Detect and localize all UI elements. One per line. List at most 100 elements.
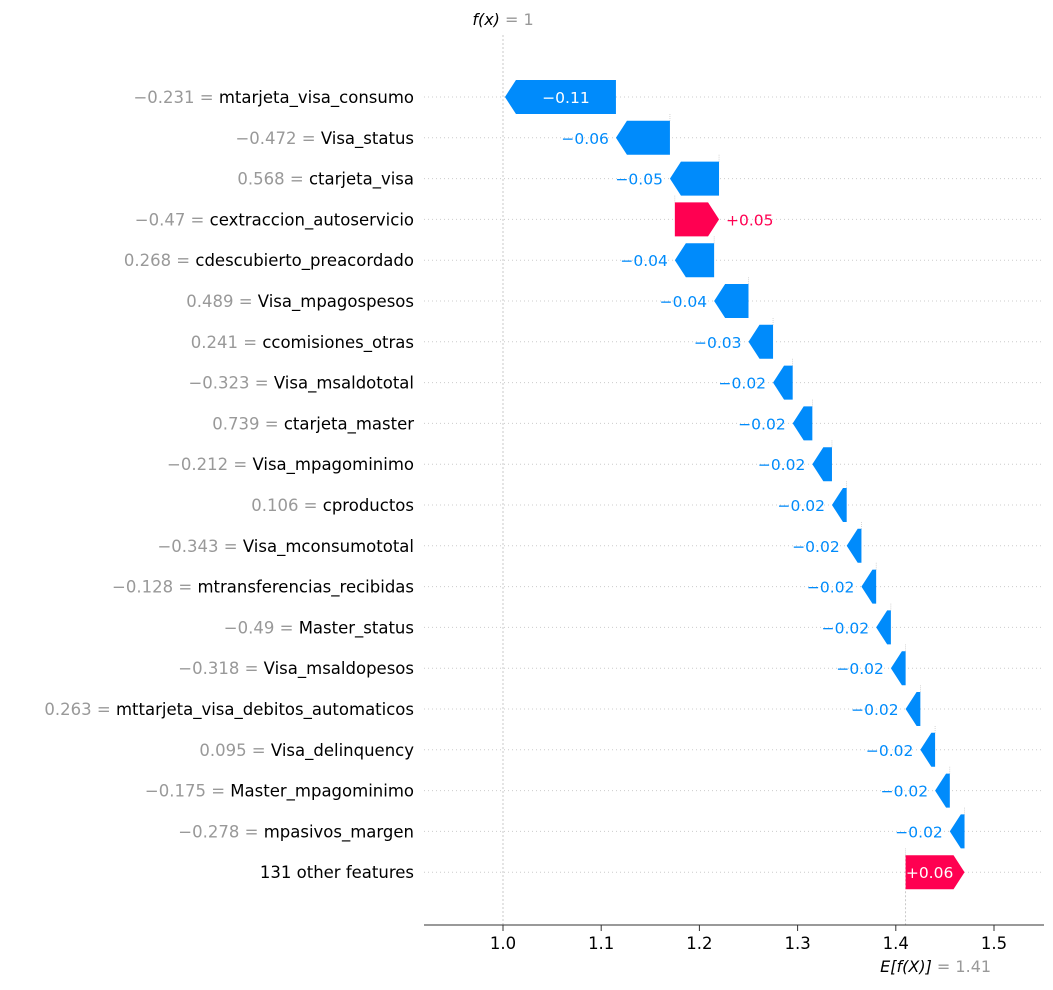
x-tick-label: 1.5	[981, 934, 1007, 953]
feature-name: Visa_msaldopesos	[264, 659, 414, 679]
feature-value: 0.095 =	[199, 741, 271, 760]
reference-lines	[502, 35, 907, 925]
contribution-bar	[714, 284, 749, 318]
feature-name: mpasivos_margen	[264, 822, 414, 842]
fx-label: f(x) = 1	[472, 10, 533, 29]
bar-value-label: −0.02	[895, 823, 943, 841]
feature-name: mttarjeta_visa_debitos_automaticos	[116, 700, 414, 720]
feature-value: 0.739 =	[212, 414, 284, 433]
feature-label: 0.095 = Visa_delinquency	[199, 741, 414, 761]
feature-label: 0.568 = ctarjeta_visa	[237, 170, 414, 190]
x-tick-label: 1.0	[490, 934, 516, 953]
feature-value: 0.106 =	[251, 496, 323, 515]
row-gridlines	[424, 96, 1044, 873]
contribution-bars: −0.11 −0.06 −0.05 +0.05 −0.04 −0.04 −0.03 −0.02…	[504, 80, 965, 890]
feature-value: −0.343 =	[157, 537, 242, 556]
expected-value-name: E[f(X)]	[880, 957, 932, 976]
feature-value: −0.231 =	[133, 88, 218, 107]
feature-label: 0.489 = Visa_mpagospesos	[186, 292, 414, 312]
bar-value-label: −0.04	[620, 252, 668, 270]
bar-value-label: +0.06	[906, 864, 954, 882]
bar-value-label: −0.04	[660, 293, 708, 311]
feature-name: Visa_delinquency	[271, 741, 414, 761]
contribution-bar	[949, 814, 965, 849]
feature-labels: −0.231 = mtarjeta_visa_consumo −0.472 = V…	[44, 88, 414, 882]
bar-value-label: −0.05	[615, 171, 663, 189]
feature-value: −0.278 =	[178, 822, 263, 841]
expectation-labels: f(x) = 1 E[f(X)] = 1.41	[472, 10, 991, 976]
expected-value-label: E[f(X)] = 1.41	[880, 957, 991, 976]
bar-value-label: −0.02	[807, 579, 855, 597]
x-tick-label: 1.2	[686, 934, 712, 953]
contribution-bar	[792, 406, 813, 441]
feature-label: −0.278 = mpasivos_margen	[178, 822, 414, 842]
bar-value-label: −0.02	[719, 375, 767, 393]
feature-value: −0.323 =	[188, 374, 273, 393]
contribution-bar	[846, 528, 862, 563]
feature-name: mtransferencias_recibidas	[197, 578, 414, 598]
feature-name: ctarjeta_master	[284, 414, 414, 434]
feature-value: 0.568 =	[237, 170, 309, 189]
feature-label: −0.343 = Visa_mconsumototal	[157, 537, 414, 557]
feature-value: 0.263 =	[44, 700, 116, 719]
feature-name: Master_mpagominimo	[230, 782, 414, 802]
feature-label: −0.175 = Master_mpagominimo	[145, 782, 414, 802]
contribution-bar	[812, 447, 832, 482]
fx-value: = 1	[500, 10, 534, 29]
contribution-bar	[669, 161, 720, 196]
contribution-bar	[674, 202, 720, 237]
feature-value: −0.49 =	[224, 618, 299, 637]
feature-name: ccomisiones_otras	[262, 333, 414, 353]
bar-value-label: −0.02	[738, 415, 786, 433]
contribution-bar	[920, 732, 936, 767]
feature-name: 131 other features	[260, 863, 414, 882]
feature-label: −0.212 = Visa_mpagominimo	[167, 455, 414, 475]
feature-name: cdescubierto_preacordado	[195, 251, 414, 271]
bar-value-label: −0.02	[777, 497, 825, 515]
bar-value-label: +0.05	[726, 211, 774, 229]
contribution-bar	[905, 855, 965, 890]
x-tick-label: 1.3	[784, 934, 810, 953]
feature-name: cextraccion_autoservicio	[210, 210, 414, 230]
feature-label: 0.106 = cproductos	[251, 496, 414, 515]
feature-name: ctarjeta_visa	[309, 170, 414, 190]
feature-label: −0.128 = mtransferencias_recibidas	[112, 578, 414, 598]
contribution-bar	[831, 488, 847, 522]
bar-value-label: −0.02	[792, 538, 840, 556]
bar-value-label: −0.06	[561, 130, 609, 148]
bar-value-label: −0.02	[758, 456, 806, 474]
feature-label: 0.739 = ctarjeta_master	[212, 414, 414, 434]
contribution-bar	[674, 243, 715, 278]
bar-value-label: −0.03	[694, 334, 742, 352]
feature-label: −0.318 = Visa_msaldopesos	[178, 659, 414, 679]
feature-name: Visa_mpagominimo	[252, 455, 414, 475]
feature-name: Visa_mconsumototal	[243, 537, 414, 557]
contribution-bar	[504, 80, 616, 114]
feature-value: −0.175 =	[145, 782, 230, 801]
bar-value-label: −0.02	[866, 742, 914, 760]
x-tick-label: 1.4	[883, 934, 909, 953]
feature-value: 0.241 =	[191, 333, 263, 352]
contribution-bar	[935, 773, 950, 808]
feature-name: Visa_status	[321, 129, 414, 149]
x-axis: 1.0 1.1 1.2 1.3 1.4 1.5	[424, 924, 1044, 953]
feature-label: 0.241 = ccomisiones_otras	[191, 333, 414, 353]
feature-label: −0.323 = Visa_msaldototal	[188, 374, 414, 394]
feature-label: −0.47 = cextraccion_autoservicio	[135, 210, 414, 230]
feature-label: −0.472 = Visa_status	[235, 129, 414, 149]
feature-label: −0.231 = mtarjeta_visa_consumo	[133, 88, 414, 108]
contribution-bar	[890, 651, 906, 686]
feature-label: 0.263 = mttarjeta_visa_debitos_automatic…	[44, 700, 414, 720]
bar-value-label: −0.02	[881, 783, 929, 801]
feature-name: Master_status	[299, 618, 414, 638]
contribution-bar	[861, 569, 877, 604]
feature-value: −0.212 =	[167, 455, 252, 474]
contribution-bar	[748, 324, 774, 359]
feature-value: −0.128 =	[112, 578, 197, 597]
bar-value-label: −0.02	[851, 701, 899, 719]
feature-name: mtarjeta_visa_consumo	[219, 88, 414, 108]
bar-value-label: −0.02	[836, 660, 884, 678]
feature-label: 131 other features	[260, 863, 414, 882]
feature-value: −0.472 =	[235, 129, 320, 148]
feature-value: −0.47 =	[135, 210, 210, 229]
